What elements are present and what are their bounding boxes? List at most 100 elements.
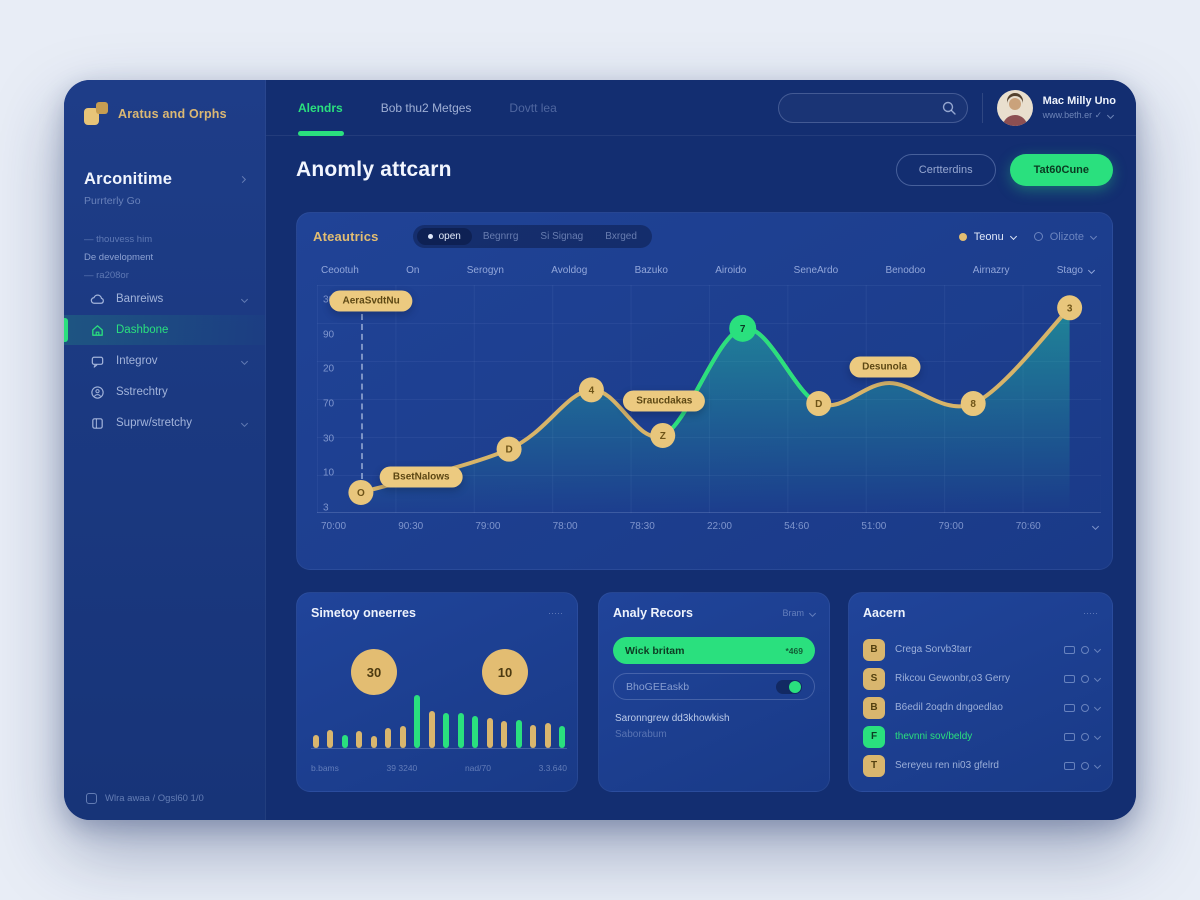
chart-point[interactable]: 8 bbox=[960, 391, 986, 417]
column-header-serogyn: Serogyn bbox=[466, 265, 504, 276]
toggle-switch[interactable] bbox=[776, 679, 802, 694]
card-icon[interactable] bbox=[1064, 703, 1075, 712]
sidebar-item-banreiws[interactable]: Banreiws bbox=[64, 284, 265, 314]
chevron-right-icon[interactable] bbox=[238, 175, 247, 184]
chart-controls: Teonu Olizote bbox=[958, 231, 1098, 243]
anomaly-chart-card: Ateautrics open Begnrrg Si Signag Bxrged Te… bbox=[296, 212, 1113, 570]
dropdown-teonu[interactable]: Teonu bbox=[958, 231, 1017, 243]
sidebar-item-integrov[interactable]: Integrov bbox=[64, 346, 265, 376]
filter-chip-si-signag[interactable]: Si Signag bbox=[540, 231, 584, 242]
user-name: Mac Milly Uno bbox=[1042, 94, 1116, 107]
filter-chip-bxrged[interactable]: Bxrged bbox=[605, 231, 637, 242]
user-menu[interactable]: Mac Milly Uno www.beth.er ✓ bbox=[996, 89, 1116, 126]
sidebar-item-dashbone[interactable]: Dashbone bbox=[64, 315, 265, 345]
circle-icon[interactable] bbox=[1081, 761, 1089, 770]
card-icon[interactable] bbox=[1064, 761, 1075, 770]
bar bbox=[385, 728, 392, 748]
svg-text:D: D bbox=[815, 399, 822, 410]
circle-icon[interactable] bbox=[1081, 645, 1089, 654]
alarm-row[interactable]: B B6edil 2oqdn dngoedlao bbox=[863, 693, 1102, 722]
bar bbox=[486, 718, 493, 748]
summary-card-title: Simetoy oneerres bbox=[311, 606, 416, 620]
alarm-row[interactable]: B Crega Sorvb3tarr bbox=[863, 635, 1102, 664]
cloud-icon bbox=[90, 292, 105, 307]
annotation-chip: Desunola bbox=[849, 356, 921, 378]
chart-point[interactable]: 3 bbox=[1057, 295, 1083, 321]
sidebar-heading: Arconitime Purrterly Go bbox=[64, 126, 265, 207]
search-box[interactable] bbox=[777, 92, 968, 123]
circle-icon[interactable] bbox=[1081, 732, 1089, 741]
dropdown-olizote[interactable]: Olizote bbox=[1033, 231, 1098, 243]
svg-text:Z: Z bbox=[660, 431, 666, 442]
chevron-down-icon[interactable] bbox=[1093, 703, 1102, 712]
chevron-down-icon[interactable] bbox=[1093, 674, 1102, 683]
bar-x-label: b.bams bbox=[311, 763, 339, 773]
chart-point[interactable]: O bbox=[348, 479, 374, 505]
sidebar: Aratus and Orphs Arconitime Purrterly Go… bbox=[64, 80, 266, 820]
card-icon[interactable] bbox=[1064, 645, 1075, 654]
record-toggle-row[interactable]: BhoGEEaskb bbox=[613, 673, 815, 700]
bar bbox=[544, 723, 551, 748]
top-header: Alendrs Bob thu2 Metges Dovtt lea bbox=[266, 80, 1136, 136]
circle-icon[interactable] bbox=[1081, 703, 1089, 712]
svg-text:4: 4 bbox=[589, 385, 595, 396]
alarm-row[interactable]: S Rikcou Gewonbr,o3 Gerry bbox=[863, 664, 1102, 693]
filter-chip-open[interactable]: open bbox=[416, 228, 472, 245]
chart-point[interactable]: D bbox=[806, 391, 832, 417]
alarm-list: B Crega Sorvb3tarr S Rikcou Gewonbr,o3 Gerr… bbox=[863, 635, 1102, 780]
stat-badge: 30 bbox=[351, 649, 397, 695]
chart-point[interactable]: Z bbox=[650, 422, 676, 448]
summary-card-menu[interactable]: ····· bbox=[548, 608, 563, 618]
bar bbox=[472, 716, 479, 748]
bar bbox=[399, 726, 406, 748]
header-tabs: Alendrs Bob thu2 Metges Dovtt lea bbox=[298, 80, 557, 136]
chevron-down-icon bbox=[808, 609, 817, 617]
sidebar-item-suprw-stretchy[interactable]: Suprw/stretchy bbox=[64, 408, 265, 438]
user-icon bbox=[90, 385, 105, 400]
avatar[interactable] bbox=[996, 89, 1033, 126]
logo: Aratus and Orphs bbox=[64, 80, 265, 126]
chart-point[interactable]: D bbox=[496, 436, 522, 462]
circle-icon[interactable] bbox=[1081, 674, 1089, 683]
chevron-down-icon[interactable] bbox=[1091, 522, 1099, 531]
bar bbox=[414, 695, 421, 748]
tab-bob-thu2-metges[interactable]: Bob thu2 Metges bbox=[380, 100, 472, 115]
records-card-title: Analy Recors bbox=[613, 606, 693, 620]
home-icon bbox=[90, 323, 105, 338]
x-tick: 54:60 bbox=[784, 521, 810, 532]
chevron-down-icon[interactable] bbox=[1093, 761, 1102, 770]
filter-chip-begnrrg[interactable]: Begnrrg bbox=[482, 231, 519, 242]
alarm-text: Sereyeu ren ni03 gfelrd bbox=[895, 760, 999, 771]
tab-alendrs[interactable]: Alendrs bbox=[298, 80, 344, 136]
alarm-text: B6edil 2oqdn dngoedlao bbox=[895, 702, 1003, 713]
primary-button[interactable]: Tat60Cune bbox=[1009, 154, 1113, 186]
search-icon[interactable] bbox=[941, 100, 957, 116]
alarm-card-menu[interactable]: ····· bbox=[1083, 608, 1098, 618]
sidebar-item-label: Banreiws bbox=[116, 293, 164, 305]
secondary-button[interactable]: Certterdins bbox=[895, 154, 996, 186]
card-icon[interactable] bbox=[1064, 674, 1075, 683]
chevron-down-icon[interactable] bbox=[1093, 645, 1102, 654]
records-card-menu[interactable]: Bram bbox=[782, 608, 817, 618]
column-header-airoido: Airoido bbox=[715, 265, 747, 276]
chart-point[interactable]: 4 bbox=[578, 377, 604, 403]
line-chart-svg: O D 4 Z 7 D 8 3 bbox=[348, 295, 1083, 513]
record-primary-row[interactable]: Wick britam *469 bbox=[613, 637, 815, 664]
card-icon[interactable] bbox=[1064, 732, 1075, 741]
chevron-down-icon[interactable] bbox=[1107, 111, 1115, 119]
column-header-stago[interactable]: Stago bbox=[1057, 265, 1095, 276]
chevron-down-icon[interactable] bbox=[1093, 732, 1102, 741]
chevron-down-icon bbox=[240, 419, 249, 427]
tab-dovtt-lea[interactable]: Dovtt lea bbox=[509, 100, 557, 115]
alarm-type-icon: T bbox=[863, 754, 885, 777]
workspace-subtitle: Purrterly Go bbox=[84, 195, 141, 207]
record-primary-label: Wick britam bbox=[625, 644, 685, 657]
sidebar-item-sstrechtry[interactable]: Sstrechtry bbox=[64, 377, 265, 407]
chart-point[interactable]: 7 bbox=[729, 314, 757, 342]
app-window: Aratus and Orphs Arconitime Purrterly Go… bbox=[64, 80, 1136, 820]
chevron-down-icon bbox=[1089, 232, 1098, 241]
search-input[interactable] bbox=[792, 101, 941, 114]
x-tick: 70:60 bbox=[1015, 521, 1041, 532]
alarm-row[interactable]: T Sereyeu ren ni03 gfelrd bbox=[863, 751, 1102, 780]
